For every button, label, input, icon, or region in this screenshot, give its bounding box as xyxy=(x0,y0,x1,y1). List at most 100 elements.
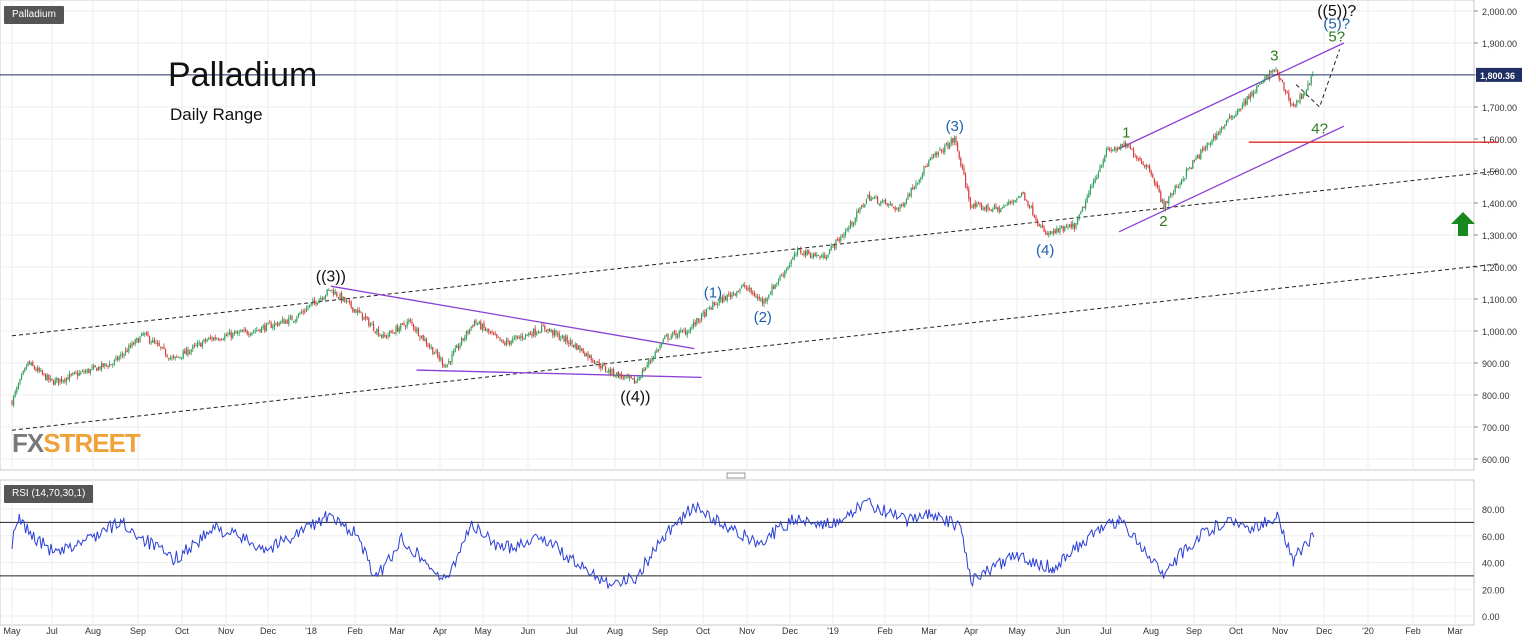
candle-body xyxy=(891,203,893,207)
candle-body xyxy=(403,322,405,326)
candle-body xyxy=(1254,92,1256,94)
candle-body xyxy=(1193,160,1195,162)
candle-body xyxy=(608,369,610,373)
candle-body xyxy=(313,299,315,303)
candle-body xyxy=(718,300,720,304)
x-tick-label: '20 xyxy=(1362,626,1374,636)
candle-body xyxy=(728,293,730,295)
y-tick-label: 1,600.00 xyxy=(1482,135,1517,145)
candle-body xyxy=(982,208,984,210)
candle-body xyxy=(1257,85,1259,87)
candle-body xyxy=(472,325,474,327)
candle-body xyxy=(433,353,435,355)
candle-body xyxy=(176,356,178,358)
candle-body xyxy=(475,320,477,324)
x-tick-label: Oct xyxy=(696,626,711,636)
candle-body xyxy=(523,337,525,339)
candle-body xyxy=(669,338,671,340)
candle-body xyxy=(1197,155,1199,159)
candle-body xyxy=(273,323,275,327)
candle-body xyxy=(1142,163,1144,165)
candle-body xyxy=(833,244,835,248)
candle-body xyxy=(153,339,155,343)
y-tick-label: 1,100.00 xyxy=(1482,295,1517,305)
candle-body xyxy=(326,289,328,296)
x-tick-label: Mar xyxy=(1447,626,1463,636)
candle-body xyxy=(1123,142,1125,146)
current-price-label: 1,800.36 xyxy=(1480,71,1515,81)
candle-body xyxy=(1150,170,1152,175)
candle-body xyxy=(701,313,703,321)
candle-body xyxy=(1029,206,1031,208)
candle-body xyxy=(798,249,800,251)
candle-body xyxy=(99,366,101,370)
candle-body xyxy=(43,373,45,375)
candle-body xyxy=(1214,135,1216,139)
candle-body xyxy=(496,334,498,337)
candle-body xyxy=(654,352,656,357)
candle-body xyxy=(632,378,634,380)
candle-body xyxy=(317,302,319,305)
candle-body xyxy=(1289,98,1291,105)
candle-body xyxy=(515,336,517,339)
candle-body xyxy=(613,369,615,376)
candle-body xyxy=(209,337,211,339)
trend-line-dashed xyxy=(11,263,1499,431)
candle-body xyxy=(678,331,680,337)
candle-body xyxy=(777,280,779,283)
candle-body xyxy=(774,284,776,289)
candle-body xyxy=(862,205,864,207)
candle-body xyxy=(408,320,410,322)
candle-body xyxy=(1198,155,1200,159)
candle-body xyxy=(705,308,707,317)
candle-body xyxy=(837,239,839,241)
candle-body xyxy=(715,304,717,306)
candle-body xyxy=(1189,167,1191,169)
candle-body xyxy=(627,374,629,378)
candle-body xyxy=(969,197,971,208)
candle-body xyxy=(1285,90,1287,93)
candle-body xyxy=(1262,79,1264,83)
candle-body xyxy=(80,372,82,374)
candle-body xyxy=(531,333,533,337)
candle-body xyxy=(381,334,383,337)
candle-body xyxy=(1275,69,1277,71)
candle-body xyxy=(1017,196,1019,198)
candle-body xyxy=(1190,168,1192,170)
candle-body xyxy=(104,363,106,366)
candle-body xyxy=(653,357,655,359)
candle-body xyxy=(125,349,127,354)
candle-body xyxy=(425,338,427,345)
candle-body xyxy=(1062,226,1064,232)
candle-body xyxy=(757,297,759,299)
candle-body xyxy=(893,206,895,208)
candle-body xyxy=(40,370,42,372)
candle-body xyxy=(169,357,171,359)
candle-body xyxy=(414,328,416,331)
candle-body xyxy=(424,339,426,341)
candle-body xyxy=(341,293,343,302)
candle-body xyxy=(201,342,203,347)
candle-body xyxy=(947,143,949,149)
candle-body xyxy=(1224,124,1226,128)
candle-body xyxy=(1006,204,1008,206)
candle-body xyxy=(67,377,69,380)
candle-body xyxy=(185,348,187,355)
candle-body xyxy=(656,349,658,353)
candle-body xyxy=(46,374,48,381)
candle-body xyxy=(1249,93,1251,99)
candle-body xyxy=(248,333,250,335)
candle-body xyxy=(160,346,162,348)
candle-body xyxy=(161,347,163,349)
candle-body xyxy=(545,329,547,332)
candle-body xyxy=(611,368,613,374)
candle-body xyxy=(147,332,149,337)
candle-body xyxy=(1000,208,1002,213)
candle-body xyxy=(11,400,13,405)
candle-body xyxy=(977,203,979,205)
candle-body xyxy=(1125,142,1127,148)
x-tick-label: Sep xyxy=(652,626,668,636)
candle-body xyxy=(241,330,243,332)
candle-body xyxy=(302,311,304,313)
candle-body xyxy=(72,372,74,375)
